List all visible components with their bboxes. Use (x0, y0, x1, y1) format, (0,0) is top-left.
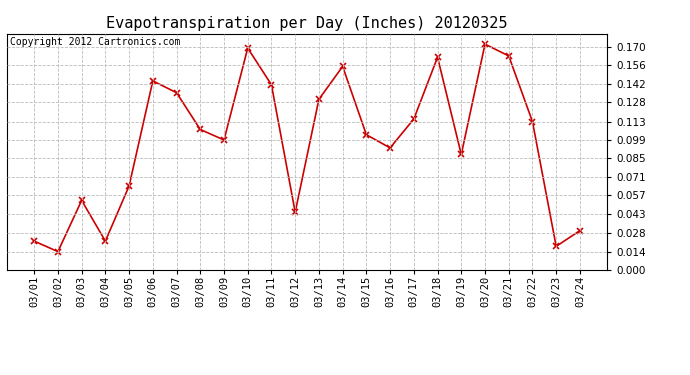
Text: Copyright 2012 Cartronics.com: Copyright 2012 Cartronics.com (10, 37, 180, 47)
Title: Evapotranspiration per Day (Inches) 20120325: Evapotranspiration per Day (Inches) 2012… (106, 16, 508, 31)
